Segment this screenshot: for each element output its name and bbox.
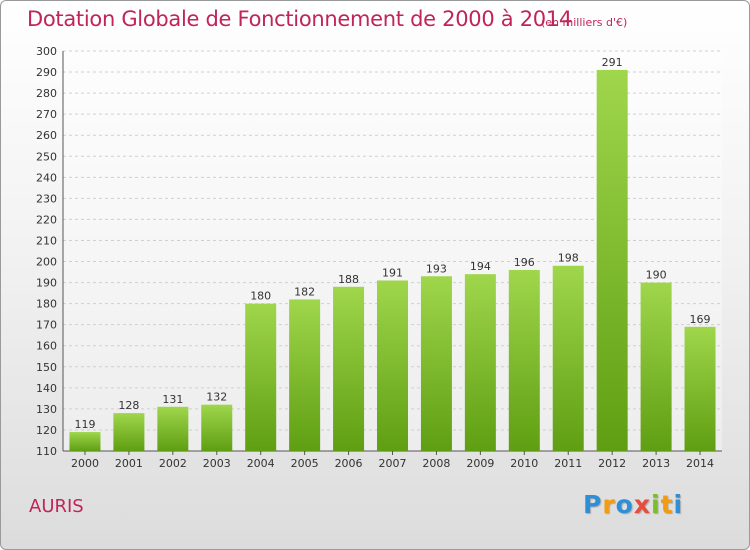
bar-value-label: 188 [338,273,359,286]
y-tick-label: 300 [36,45,57,58]
bar-value-label: 128 [118,399,139,412]
x-tick-label: 2001 [115,457,143,470]
bar-value-label: 180 [250,290,271,303]
x-tick-label: 2014 [686,457,714,470]
bar [552,265,584,451]
bar [684,326,716,451]
y-tick-label: 170 [36,319,57,332]
bar [640,282,672,451]
chart-unit: (en milliers d'€) [541,16,628,29]
bar-value-label: 190 [646,269,667,282]
x-tick-label: 2011 [554,457,582,470]
bar-value-label: 182 [294,285,315,298]
y-tick-label: 260 [36,129,57,142]
x-tick-label: 2006 [335,457,363,470]
bar-value-label: 191 [382,266,403,279]
y-tick-label: 120 [36,424,57,437]
bar [377,280,408,451]
x-tick-label: 2007 [379,457,407,470]
y-tick-label: 210 [36,234,57,247]
bar [333,286,365,451]
y-tick-label: 110 [36,445,57,458]
bar-value-label: 194 [470,260,491,273]
bar-value-label: 131 [162,393,183,406]
bar [289,299,321,451]
x-tick-label: 2003 [203,457,231,470]
proxiti-logo: Proxiti [583,490,683,519]
bar-value-label: 169 [690,313,711,326]
commune-name: AURIS [29,496,84,517]
y-tick-label: 140 [36,382,57,395]
y-tick-label: 220 [36,213,57,226]
bar-value-label: 132 [206,391,227,404]
y-tick-label: 180 [36,298,57,311]
x-tick-label: 2005 [291,457,319,470]
bar-value-label: 119 [74,418,95,431]
bar-value-label: 193 [426,262,447,275]
bar-value-label: 198 [558,252,579,265]
y-tick-label: 230 [36,192,57,205]
logo-letter: P [583,490,603,519]
y-tick-label: 290 [36,66,57,79]
bar-value-label: 196 [514,256,535,269]
y-tick-label: 150 [36,361,57,374]
x-tick-label: 2013 [642,457,670,470]
y-tick-label: 250 [36,150,57,163]
bar [596,69,628,452]
x-tick-label: 2009 [466,457,494,470]
y-tick-label: 270 [36,108,57,121]
x-tick-label: 2000 [71,457,99,470]
x-tick-label: 2004 [247,457,275,470]
logo-letter: i [673,490,684,519]
x-tick-label: 2008 [422,457,450,470]
y-tick-label: 200 [36,256,57,269]
bar [157,406,189,451]
x-tick-label: 2012 [598,457,626,470]
bar [245,303,277,451]
bar [113,413,145,451]
bar [201,404,233,451]
y-tick-label: 240 [36,171,57,184]
bar [464,274,496,451]
logo-letter: o [615,490,634,519]
logo-letter: x [633,490,651,519]
y-tick-label: 130 [36,403,57,416]
x-tick-label: 2010 [510,457,538,470]
chart-title: Dotation Globale de Fonctionnement de 20… [27,7,572,31]
bar [69,432,101,451]
bar [420,276,452,451]
logo-letter: t [660,490,674,519]
x-tick-label: 2002 [159,457,187,470]
y-tick-label: 160 [36,340,57,353]
logo-letter: r [602,490,616,519]
bar-value-label: 291 [602,56,623,69]
logo-letter: i [651,490,661,519]
y-tick-label: 190 [36,277,57,290]
bar [508,269,540,451]
y-tick-label: 280 [36,87,57,100]
